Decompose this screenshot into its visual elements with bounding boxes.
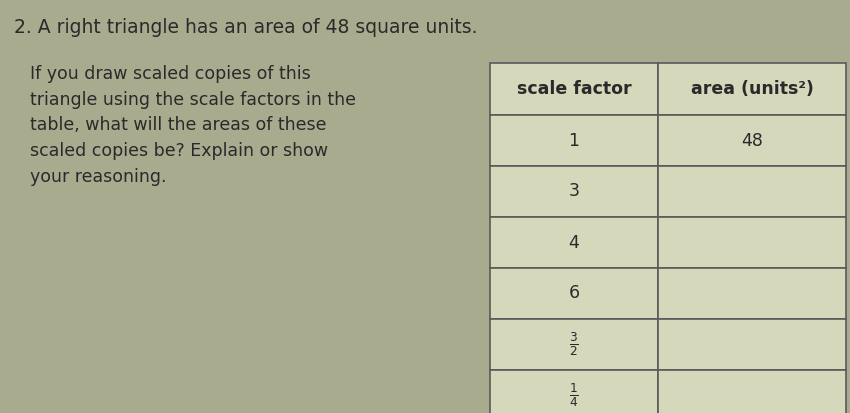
Text: 48: 48 [741, 131, 763, 150]
Bar [490, 217, 658, 268]
Bar [658, 370, 846, 413]
Bar [658, 319, 846, 370]
Text: $\frac{3}{2}$: $\frac{3}{2}$ [570, 331, 579, 358]
Text: 1: 1 [569, 131, 580, 150]
Bar [490, 115, 658, 166]
Bar [490, 63, 658, 115]
Bar [658, 115, 846, 166]
Bar [658, 63, 846, 115]
Text: 2. A right triangle has an area of 48 square units.: 2. A right triangle has an area of 48 sq… [14, 18, 478, 37]
Text: 3: 3 [569, 183, 580, 200]
Text: 6: 6 [569, 285, 580, 302]
Text: If you draw scaled copies of this
triangle using the scale factors in the
table,: If you draw scaled copies of this triang… [30, 65, 356, 186]
Text: scale factor: scale factor [517, 80, 632, 98]
Bar [490, 268, 658, 319]
Text: area (units²): area (units²) [690, 80, 813, 98]
Bar [490, 319, 658, 370]
Bar [658, 166, 846, 217]
Bar [658, 217, 846, 268]
Bar [490, 166, 658, 217]
Bar [658, 268, 846, 319]
Bar [490, 370, 658, 413]
Text: $\frac{1}{4}$: $\frac{1}{4}$ [570, 382, 579, 409]
Text: 4: 4 [569, 233, 580, 252]
